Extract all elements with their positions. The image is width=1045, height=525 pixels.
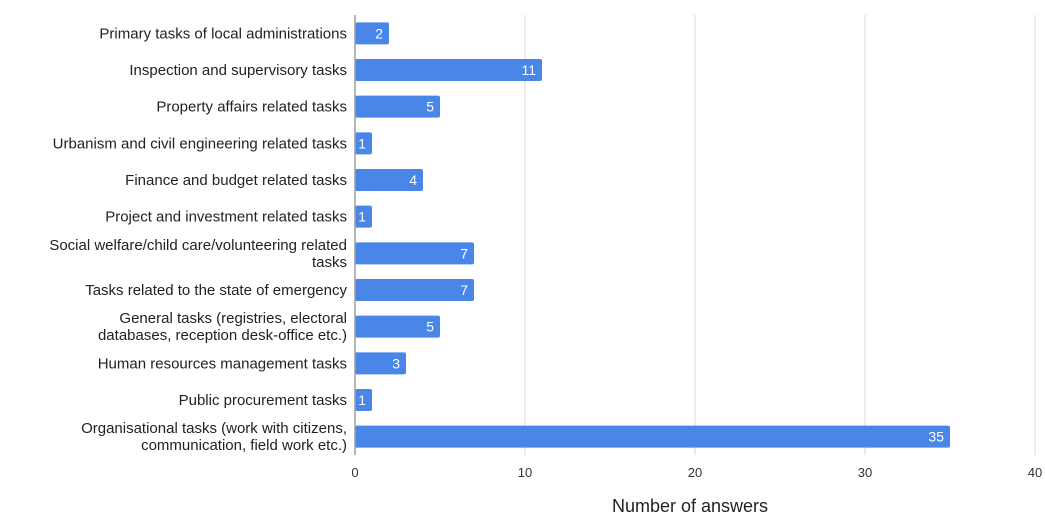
category-label: Finance and budget related tasks (125, 172, 347, 189)
bar-value-label: 11 (521, 62, 536, 78)
bar (355, 242, 474, 265)
bar-value-label: 7 (460, 245, 468, 261)
x-tick-label: 10 (518, 465, 532, 480)
category-label: tasks (312, 254, 347, 271)
bar (355, 132, 372, 155)
x-tick-label: 30 (858, 465, 872, 480)
x-tick-label: 20 (688, 465, 702, 480)
category-label: Public procurement tasks (179, 392, 347, 409)
category-label: communication, field work etc.) (141, 437, 347, 454)
category-label: databases, reception desk-office etc.) (98, 327, 347, 344)
category-label: Property affairs related tasks (156, 99, 347, 116)
category-label: Human resources management tasks (98, 355, 347, 372)
x-tick-labels: 0 10 20 30 40 (351, 465, 1042, 480)
bar (355, 279, 474, 301)
category-label: Social welfare/child care/volunteering r… (49, 237, 347, 254)
bar-value-label: 1 (358, 135, 366, 151)
bar (355, 169, 423, 191)
bar (355, 95, 440, 118)
category-label: Inspection and supervisory tasks (129, 62, 347, 79)
bar-value-label: 3 (392, 355, 400, 371)
category-label: Project and investment related tasks (105, 209, 347, 226)
bar (355, 59, 542, 81)
category-label: Tasks related to the state of emergency (85, 282, 347, 299)
bar-value-label: 1 (358, 392, 366, 408)
bars: 2 11 5 1 4 1 7 7 5 3 1 35 (355, 22, 950, 448)
category-label: Organisational tasks (work with citizens… (81, 420, 347, 437)
bar (355, 352, 406, 375)
category-label: Urbanism and civil engineering related t… (53, 135, 347, 152)
bar (355, 389, 372, 411)
category-label: General tasks (registries, electoral (119, 310, 347, 327)
bar-value-label: 2 (375, 25, 383, 41)
bar (355, 205, 372, 228)
bar (355, 425, 950, 448)
category-label: Primary tasks of local administrations (99, 25, 347, 42)
x-axis-title: Number of answers (612, 496, 768, 516)
x-tick-label: 0 (351, 465, 358, 480)
category-labels: Primary tasks of local administrations In… (49, 25, 347, 454)
bar-value-label: 4 (409, 172, 417, 188)
bar-value-label: 1 (358, 209, 366, 225)
x-tick-label: 40 (1028, 465, 1042, 480)
bar-value-label: 5 (426, 99, 434, 115)
bar (355, 315, 440, 338)
bar-value-label: 35 (928, 429, 944, 445)
grid-lines (524, 15, 1036, 455)
bar-value-label: 5 (426, 319, 434, 335)
bar-value-label: 7 (460, 282, 468, 298)
bar (355, 22, 389, 45)
